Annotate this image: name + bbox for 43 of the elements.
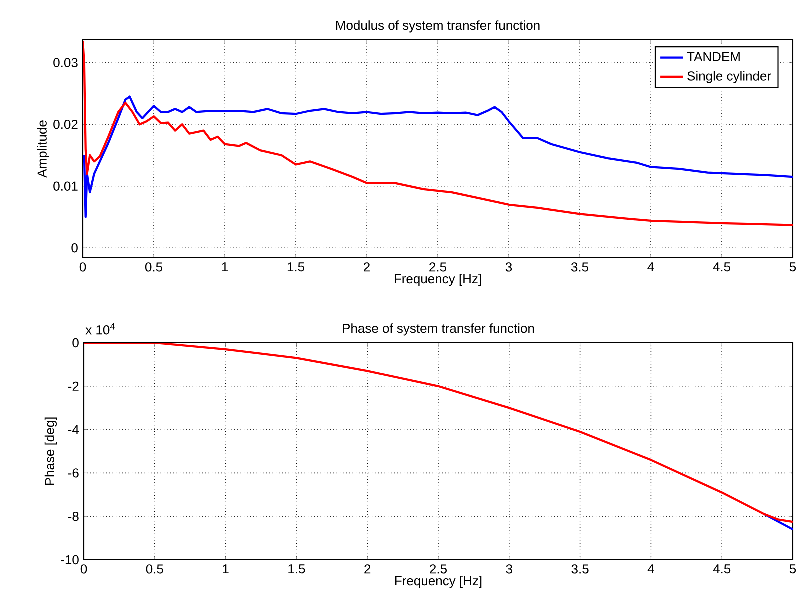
x-axis-title: Frequency [Hz]: [395, 576, 482, 588]
x-tick-label: 0: [80, 262, 86, 272]
chart-title: Modulus of system transfer function: [336, 20, 540, 33]
y-tick-label: -8: [68, 512, 79, 522]
line-series: [83, 40, 793, 226]
chart-title: Phase of system transfer function: [343, 324, 534, 336]
x-tick-label: 1: [222, 262, 228, 272]
y-tick-label: -6: [68, 468, 79, 478]
x-tick-label: 5: [790, 564, 796, 574]
line-series: [84, 342, 793, 524]
x-tick-label: 2.5: [430, 262, 446, 272]
x-tick-label: 1: [223, 564, 229, 574]
x-tick-label: 2: [364, 564, 371, 574]
y-tick-label: 0: [72, 244, 78, 253]
text: x 10$^{4}$: [86, 324, 115, 335]
x-tick-label: 2: [364, 262, 370, 272]
x-tick-label: 5: [790, 262, 796, 272]
y-tick-label: 0.03: [54, 58, 78, 68]
x-tick-label: 4: [648, 262, 654, 272]
y-tick-label: -4: [68, 425, 80, 434]
x-axis-title: Frequency [Hz]: [394, 274, 482, 286]
x-tick-label: 4.5: [713, 262, 730, 272]
y-tick-label: -2: [68, 382, 79, 391]
x-tick-label: 0.5: [146, 564, 164, 574]
x-tick-label: 1.5: [288, 262, 304, 272]
x-tick-label: 4: [648, 564, 654, 574]
y-tick-label: 0: [72, 338, 79, 348]
x-tick-label: 0: [80, 564, 88, 574]
x-tick-label: 1.5: [288, 564, 306, 574]
x-tick-label: 2.5: [430, 564, 447, 574]
legend-label: TANDEM: [687, 52, 740, 62]
y-axis-title: Amplitude: [37, 120, 50, 178]
y-tick-label: 0.02: [54, 120, 78, 130]
x-tick-label: 4.5: [713, 564, 731, 574]
x-tick-label: 3.5: [572, 564, 589, 574]
y-axis-title: Phase [deg]: [44, 418, 58, 486]
y-tick-label: 0.01: [54, 182, 78, 191]
x-tick-label: 0.5: [145, 262, 163, 272]
x-tick-label: 3: [506, 564, 512, 574]
x-tick-label: 3: [506, 262, 512, 272]
legend-label: Single cylinder: [688, 71, 772, 84]
y-tick-label: -10: [61, 555, 79, 565]
x-tick-label: 3.5: [571, 262, 588, 272]
